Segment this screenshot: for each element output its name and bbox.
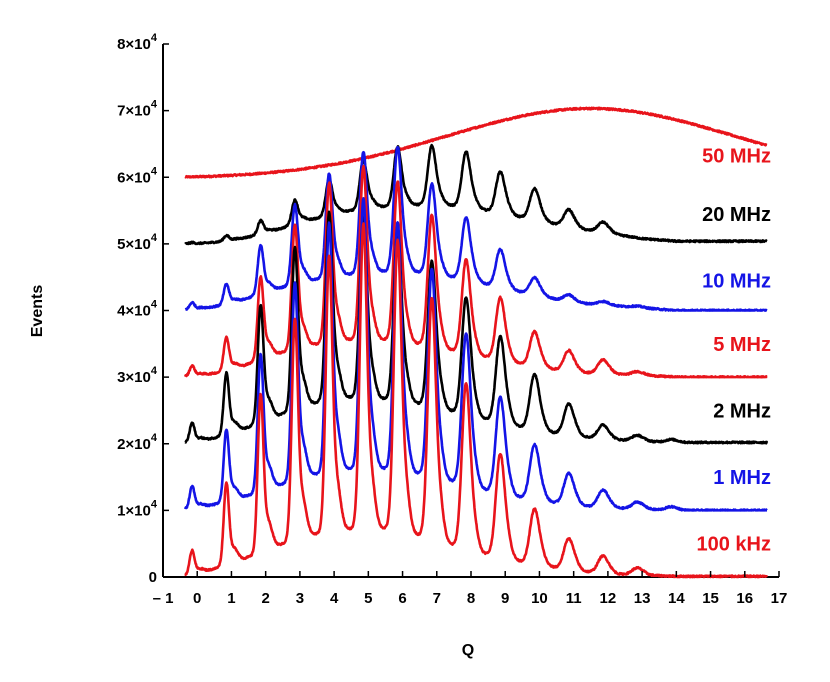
ticks-layer: – 1 0 1 2 3 4 5 6 7 8 9 10 11 12 13 14 15 16 1701×1042×104… [117,32,787,607]
series-line-10-mhz [184,145,768,312]
x-axis-label: Q [462,642,474,659]
x-tick-label: 1 [227,590,235,607]
x-tick-label: 14 [668,590,685,607]
y-tick-label: 2×104 [117,432,158,453]
series-label: 2 MHz [713,400,771,422]
y-tick-label: 4×104 [117,299,158,320]
series-line-1-mhz [184,197,768,512]
series-layer [183,106,769,579]
y-tick-label: 5×104 [117,232,158,253]
x-tick-label: 7 [433,590,441,607]
y-tick-label: 7×104 [117,99,158,120]
series-line-100-khz [184,222,769,579]
x-tick-label: 9 [501,590,509,607]
series-label: 10 MHz [702,271,771,293]
y-tick-label: 0 [149,569,157,586]
x-tick-label: – 1 [153,590,174,607]
series-label: 20 MHz [702,204,771,226]
series-line-5-mhz [183,164,768,379]
x-tick-label: 16 [736,590,753,607]
x-tick-label: 6 [398,590,406,607]
x-tick-label: 13 [634,590,651,607]
y-tick-label: 8×104 [117,32,158,53]
y-tick-label: 3×104 [117,365,158,386]
series-line-20-mhz [184,143,768,246]
y-axis-label: Events [29,285,46,338]
y-tick-label: 6×104 [117,165,158,186]
series-line-50-mhz [184,106,768,179]
series-line-2-mhz [184,210,769,445]
x-tick-label: 12 [600,590,617,607]
x-tick-label: 5 [364,590,372,607]
series-label: 5 MHz [713,334,771,356]
series-label: 1 MHz [713,467,771,489]
series-label: 50 MHz [702,145,771,167]
x-tick-label: 11 [566,590,582,607]
series-label: 100 kHz [697,534,772,556]
x-tick-label: 15 [702,590,719,607]
x-tick-label: 10 [531,590,548,607]
x-tick-label: 8 [467,590,475,607]
x-tick-label: 3 [296,590,304,607]
x-tick-label: 4 [330,590,339,607]
x-tick-label: 2 [261,590,269,607]
x-tick-label: 0 [193,590,201,607]
y-tick-label: 1×104 [117,498,158,519]
series-labels: 100 kHz 1 MHz 2 MHz 5 MHz 10 MHz 20 MHz 50 MHz [697,145,772,555]
x-tick-label: 17 [771,590,788,607]
